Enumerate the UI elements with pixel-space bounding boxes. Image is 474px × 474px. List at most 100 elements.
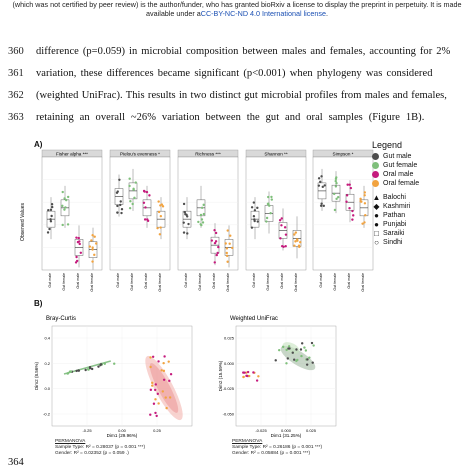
data-point [282,245,285,249]
line-text: (weighted UniFrac). This results in two … [36,90,447,101]
data-point [210,239,214,242]
data-point [153,388,157,392]
data-point [284,233,288,236]
y-tick-label: -0.025 [223,386,235,391]
license-link[interactable]: CC-BY-NC-ND 4.0 International license [200,9,326,18]
line-number: 362 [8,90,24,101]
data-point [280,224,283,227]
data-point [359,197,362,201]
data-point [46,231,50,234]
data-point [295,238,299,241]
data-point [49,208,53,212]
x-tick-label: 0.00 [118,428,127,433]
data-point [86,368,90,371]
data-point [217,245,220,249]
data-point [231,246,234,250]
data-point [226,229,229,232]
data-point [253,219,256,223]
data-point [334,185,338,188]
data-point [348,183,351,186]
data-point [49,218,52,221]
data-point [49,220,53,223]
x-tick-label: Oral female [361,273,365,292]
legend-swatch [372,180,379,187]
data-point [363,191,367,194]
data-point [312,344,315,347]
data-point [300,342,304,345]
data-point [149,365,152,369]
permanova-gender: Gender: R² = 0.05884 (p = 0.001 ***) [232,450,311,456]
data-point [317,177,321,180]
data-point [162,369,166,373]
data-point [363,194,366,197]
data-point [228,242,231,245]
data-point [250,226,254,229]
panel-a-label: A) [34,140,43,149]
data-point [61,190,64,194]
data-point [129,200,132,203]
data-point [265,216,269,220]
data-point [90,367,94,371]
data-point [157,402,160,405]
data-point [200,206,204,210]
data-point [308,356,311,359]
data-point [270,198,274,201]
data-point [214,231,218,235]
y-tick-label: 0.000 [224,361,235,366]
data-point [168,379,171,383]
data-point [154,383,157,386]
x-tick-label: 0.000 [281,428,292,433]
x-tick-label: Gut male [48,273,52,288]
data-point [299,348,303,351]
data-point [116,211,119,214]
data-point [334,177,338,181]
data-point [321,185,324,189]
legend-item: Gut female [372,161,472,170]
data-point [84,368,87,372]
data-point [225,247,229,250]
data-point [278,219,282,222]
header-line-2: available under aCC-BY-NC-ND 4.0 Interna… [0,9,474,18]
preprint-header: (which was not certified by peer review)… [0,0,474,18]
x-tick-label: 0.025 [306,428,317,433]
data-point [91,246,94,249]
data-point [346,183,349,186]
data-point [187,222,190,226]
data-point [128,177,131,180]
facet-panel: Fisher alpha *** Gut male Gut female Oral m… [41,149,103,292]
ordination-panel: Bray-Curtis 0.4 0.2 0.0 -0.2 -0.25 0.00 0.25 Dim… [34,316,193,438]
permanova-sample-type: Sample Type: R² = 0.28037 (p = 0.001 ***… [55,444,146,450]
data-point [157,360,160,363]
data-point [252,371,255,374]
data-point [335,181,338,185]
data-point [253,209,257,212]
data-point [285,362,288,365]
y-tick-label: 0.0 [44,386,50,391]
data-point [257,375,260,378]
ordination-panel: Weighted UniFrac 0.025 0.000 -0.025 -0.050 -0… [218,316,337,438]
legend-item: ● Punjabi [372,220,472,229]
data-point [333,208,337,212]
data-point [76,240,80,244]
data-point [274,359,277,362]
line-text: variation, these differences became sign… [36,68,433,79]
facet-title: Shannon ** [264,152,287,157]
data-point [159,204,162,207]
data-point [118,178,121,181]
figure-legend: Legend Gut male Gut female Oral male Oral f… [372,140,472,247]
data-point [144,206,147,209]
data-point [270,195,273,199]
data-point [64,206,67,209]
data-point [337,195,340,199]
legend-swatch [372,171,379,178]
x-tick-label: Oral female [158,273,162,292]
y-axis-label: Dim2 (15.59%) [218,360,223,391]
data-point [116,204,119,208]
data-point [283,226,287,229]
x-tick-label: Gut female [62,273,66,291]
legend-item: Gut male [372,152,472,161]
data-point [306,358,309,361]
data-point [94,242,98,245]
data-point [143,218,147,221]
data-point [78,242,81,246]
